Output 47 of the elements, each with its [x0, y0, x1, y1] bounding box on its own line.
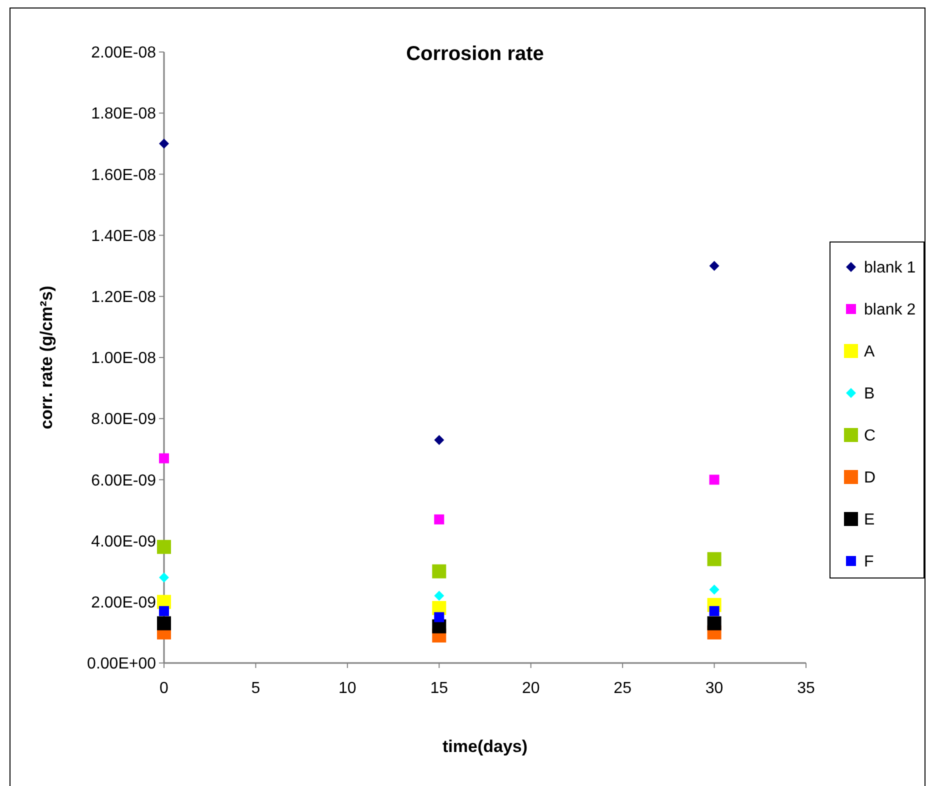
point	[157, 540, 171, 554]
point	[434, 612, 444, 622]
legend-label: blank 2	[864, 302, 916, 319]
x-tick-label: 0	[160, 680, 169, 697]
y-tick-label: 4.00E-09	[91, 533, 156, 550]
point	[707, 616, 722, 630]
legend-label: E	[864, 512, 875, 529]
y-tick-label: 1.20E-08	[91, 289, 156, 306]
x-tick-label: 15	[430, 680, 448, 697]
y-tick-label: 2.00E-08	[91, 44, 156, 62]
y-tick-label: 6.00E-09	[91, 472, 156, 490]
point	[709, 584, 720, 595]
x-tick-label: 30	[705, 680, 724, 697]
point	[432, 564, 446, 578]
legend-label: A	[864, 344, 875, 361]
x-tick-label: 20	[522, 680, 540, 697]
point	[159, 453, 169, 464]
x-axis-title: time(days)	[442, 737, 528, 756]
x-tick-label: 10	[338, 680, 356, 697]
y-tick-label: 2.00E-09	[91, 594, 156, 612]
point	[709, 474, 720, 485]
point	[434, 434, 444, 445]
point	[709, 260, 720, 271]
legend-label: C	[864, 428, 876, 445]
point	[159, 606, 169, 616]
point	[434, 590, 444, 601]
y-tick-label: 1.80E-08	[91, 106, 156, 123]
x-tick-label: 35	[797, 680, 815, 697]
y-tick-label: 1.00E-08	[91, 350, 156, 368]
chart-title: Corrosion rate	[406, 43, 544, 65]
y-tick-label: 1.60E-08	[91, 166, 156, 184]
y-axis-title: corr. rate (g/cm²s)	[37, 286, 56, 430]
x-tick-label: 25	[614, 680, 632, 697]
point	[157, 616, 171, 630]
legend-label: blank 1	[864, 260, 916, 277]
point	[707, 552, 722, 566]
point	[709, 606, 720, 616]
point	[159, 138, 169, 149]
legend-label: F	[864, 554, 874, 571]
point	[159, 572, 169, 582]
y-tick-label: 8.00E-09	[91, 411, 156, 428]
legend-label: D	[864, 470, 876, 487]
y-tick-label: 0.00E+00	[87, 656, 156, 673]
point	[434, 514, 444, 524]
x-tick-label: 5	[251, 680, 260, 697]
legend-label: B	[864, 386, 875, 403]
y-tick-label: 1.40E-08	[91, 228, 156, 245]
